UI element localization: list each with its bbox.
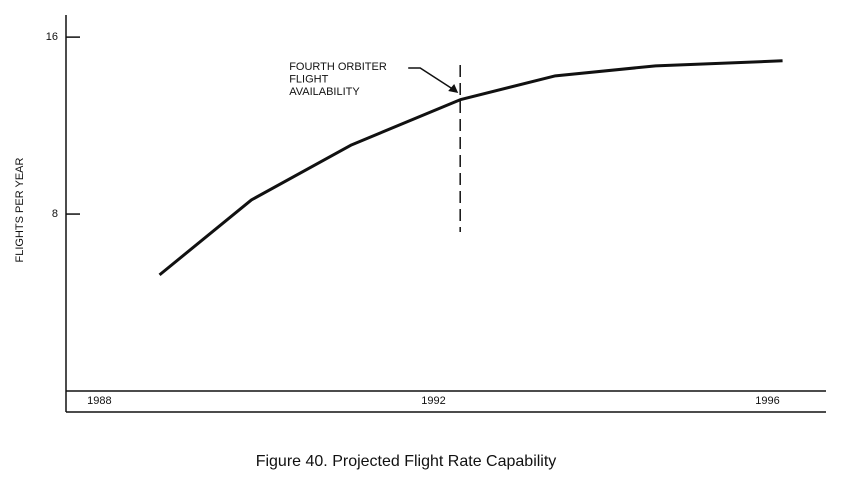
annotation-text: FOURTH ORBITER: [289, 61, 387, 73]
x-tick-label: 1992: [421, 395, 445, 407]
x-tick-label: 1996: [755, 395, 779, 407]
annotation-text: FLIGHT: [289, 73, 328, 85]
caption: Figure 40. Projected Flight Rate Capabil…: [256, 453, 557, 470]
annotation-arrowhead: [448, 84, 459, 93]
line-series: [158, 59, 783, 277]
x-tick-label: 1988: [87, 395, 111, 407]
y-axis-label: FLIGHTS PER YEAR: [14, 157, 26, 262]
annotation-arrow: [408, 67, 455, 91]
y-tick-label: 16: [46, 31, 58, 43]
y-tick-label: 8: [52, 208, 58, 220]
annotation-text: AVAILABILITY: [289, 86, 360, 98]
